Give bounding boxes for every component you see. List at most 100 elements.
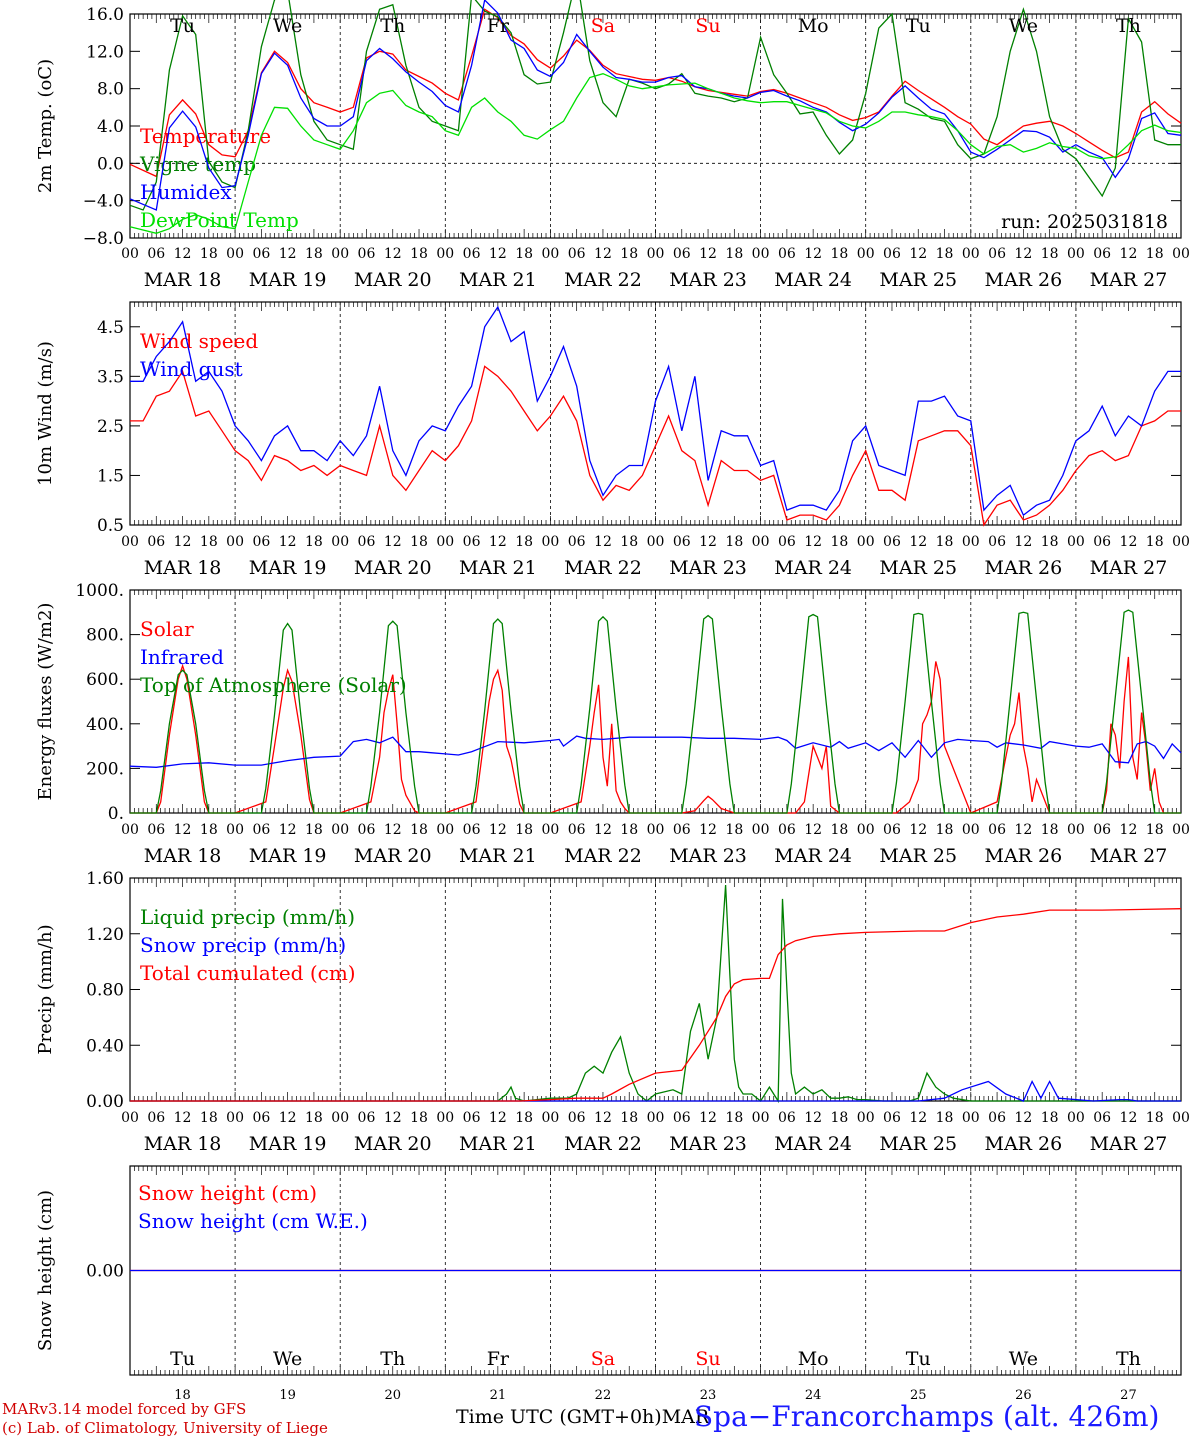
hour-tick-label: 06 (1093, 822, 1111, 838)
day-name-label: We (273, 1348, 302, 1370)
hour-tick-label: 06 (988, 822, 1006, 838)
hour-tick-label: 18 (620, 534, 638, 550)
date-label: MAR 26 (984, 269, 1062, 291)
hour-tick-label: 00 (1172, 246, 1190, 262)
hour-tick-label: 18 (1146, 534, 1164, 550)
hour-tick-label: 00 (1067, 822, 1085, 838)
date-label: MAR 27 (1090, 1133, 1168, 1155)
y-tick-label: 8.0 (97, 80, 124, 100)
y-tick-label: 0.80 (86, 981, 124, 1001)
hour-tick-label: 12 (384, 534, 402, 550)
day-number-label: 24 (805, 1388, 822, 1403)
hour-tick-label: 06 (568, 246, 586, 262)
date-label: MAR 25 (879, 557, 957, 579)
hour-tick-label: 06 (1093, 534, 1111, 550)
day-name-label: Th (1116, 15, 1141, 37)
hour-tick-label: 18 (305, 822, 323, 838)
y-tick-label: 0.00 (86, 1262, 124, 1282)
hour-tick-label: 12 (699, 534, 717, 550)
hour-tick-label: 06 (673, 534, 691, 550)
hour-tick-label: 00 (226, 246, 244, 262)
hour-tick-label: 00 (1067, 534, 1085, 550)
hour-tick-label: 12 (384, 246, 402, 262)
hour-tick-label: 00 (121, 1110, 139, 1126)
day-name-label: Su (695, 1348, 720, 1370)
hour-tick-label: 18 (831, 1110, 849, 1126)
date-label: MAR 22 (564, 1133, 642, 1155)
hour-tick-label: 00 (541, 822, 559, 838)
hour-tick-label: 12 (174, 246, 192, 262)
hour-tick-label: 12 (279, 1110, 297, 1126)
date-label: MAR 22 (564, 557, 642, 579)
day-number-label: 19 (279, 1388, 296, 1403)
y-tick-label: 16.0 (86, 5, 124, 25)
hour-tick-label: 12 (699, 246, 717, 262)
day-number-label: 25 (910, 1388, 927, 1403)
hour-tick-label: 12 (174, 534, 192, 550)
hour-tick-label: 00 (331, 246, 349, 262)
hour-tick-label: 00 (752, 534, 770, 550)
hour-tick-label: 00 (331, 822, 349, 838)
hour-tick-label: 12 (1120, 534, 1138, 550)
series-line-1 (129, 735, 1182, 768)
y-tick-label: 1000. (75, 581, 124, 601)
hour-tick-label: 12 (1120, 246, 1138, 262)
date-label: MAR 21 (459, 269, 537, 291)
day-name-label: Tu (170, 15, 195, 37)
hour-tick-label: 00 (1172, 534, 1190, 550)
y-tick-label: 4.5 (97, 318, 124, 338)
hour-tick-label: 12 (909, 822, 927, 838)
station-name: Spa−Francorchamps (alt. 426m) (694, 1400, 1160, 1433)
date-label: MAR 21 (459, 1133, 537, 1155)
y-tick-label: 800. (86, 626, 124, 646)
time-axis-text: Time UTC (GMT+0h) (456, 1406, 662, 1428)
hour-tick-label: 12 (594, 822, 612, 838)
date-label: MAR 26 (984, 845, 1062, 867)
day-name-label: Mo (798, 1348, 829, 1370)
date-label: MAR 26 (984, 557, 1062, 579)
hour-tick-label: 00 (541, 1110, 559, 1126)
date-label: MAR 26 (984, 1133, 1062, 1155)
y-tick-label: 2.5 (97, 417, 124, 437)
day-name-label: Sa (591, 15, 615, 37)
hour-tick-label: 18 (725, 534, 743, 550)
hour-tick-label: 00 (331, 534, 349, 550)
hour-tick-label: 18 (410, 534, 428, 550)
hour-tick-label: 00 (647, 246, 665, 262)
hour-tick-label: 12 (384, 822, 402, 838)
run-label: run: 2025031818 (1001, 211, 1168, 233)
y-tick-label: 600. (86, 670, 124, 690)
legend-entry: Snow height (cm) (138, 1181, 317, 1205)
hour-tick-label: 06 (673, 822, 691, 838)
date-label: MAR 23 (669, 269, 747, 291)
y-tick-label: −8.0 (83, 229, 124, 249)
hour-tick-label: 18 (831, 534, 849, 550)
hour-tick-label: 00 (647, 1110, 665, 1126)
y-tick-label: 0. (108, 804, 124, 824)
hour-tick-label: 12 (699, 822, 717, 838)
legend-entry: Top of Atmosphere (Solar) (140, 673, 407, 697)
y-tick-label: 1.20 (86, 925, 124, 945)
series-line-2 (129, 0, 1182, 211)
y-tick-label: 0.0 (97, 154, 124, 174)
hour-tick-label: 12 (594, 534, 612, 550)
hour-tick-label: 00 (962, 534, 980, 550)
hour-tick-label: 06 (778, 246, 796, 262)
y-tick-label: 3.5 (97, 367, 124, 387)
date-label: MAR 23 (669, 845, 747, 867)
hour-tick-label: 12 (1014, 1110, 1032, 1126)
legend-entry: Snow height (cm W.E.) (138, 1209, 368, 1233)
date-label: MAR 23 (669, 557, 747, 579)
hour-tick-label: 00 (226, 534, 244, 550)
hour-tick-label: 06 (883, 1110, 901, 1126)
day-name-label: We (1009, 15, 1038, 37)
y-tick-label: 1.60 (86, 869, 124, 889)
series-line-3 (129, 73, 1182, 234)
hour-tick-label: 12 (174, 1110, 192, 1126)
day-name-label: We (1009, 1348, 1038, 1370)
day-name-label: Fr (487, 15, 510, 37)
hour-tick-label: 18 (1146, 822, 1164, 838)
hour-tick-label: 12 (174, 822, 192, 838)
hour-tick-label: 12 (1120, 1110, 1138, 1126)
hour-tick-label: 06 (673, 246, 691, 262)
